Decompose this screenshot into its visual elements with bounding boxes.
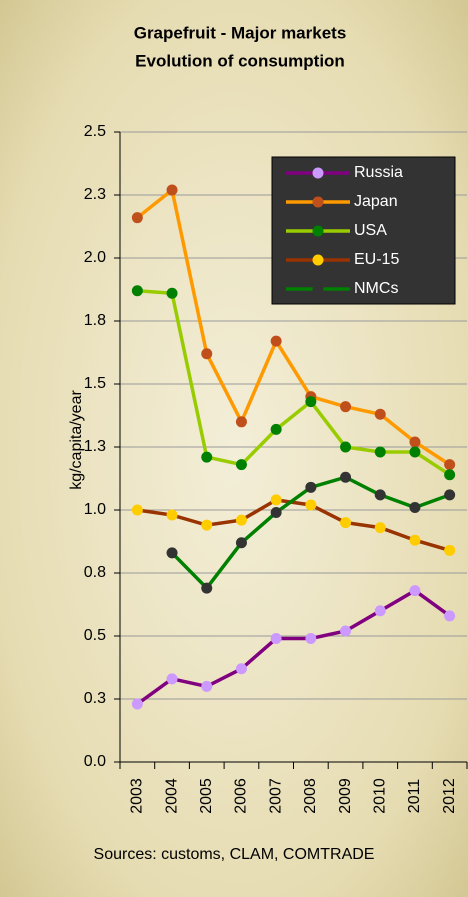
y-tick-label: 2.5 bbox=[84, 123, 106, 140]
series-marker bbox=[340, 471, 352, 483]
series-marker bbox=[409, 436, 421, 448]
series-line bbox=[137, 498, 451, 553]
series-marker bbox=[374, 605, 386, 617]
legend-label: USA bbox=[354, 222, 387, 239]
legend-label: EU-15 bbox=[354, 251, 399, 268]
series-marker bbox=[131, 504, 143, 516]
x-tick-label: 2007 bbox=[267, 778, 284, 814]
series-marker bbox=[270, 507, 282, 519]
series-marker bbox=[235, 416, 247, 428]
legend-marker bbox=[312, 225, 324, 237]
legend-marker bbox=[312, 254, 324, 266]
series-marker bbox=[374, 489, 386, 501]
series-marker bbox=[235, 663, 247, 675]
y-tick-label: 1.0 bbox=[84, 501, 106, 518]
legend-marker bbox=[312, 167, 324, 179]
series-marker bbox=[270, 494, 282, 506]
series-marker bbox=[305, 633, 317, 645]
series-marker bbox=[166, 287, 178, 299]
series-marker bbox=[201, 348, 213, 360]
series-marker bbox=[201, 451, 213, 463]
y-axis-label: kg/capita/year bbox=[68, 390, 85, 490]
series-marker bbox=[166, 509, 178, 521]
x-tick-label: 2005 bbox=[198, 778, 215, 814]
y-tick-label: 1.8 bbox=[84, 312, 106, 329]
series-marker bbox=[305, 396, 317, 408]
series-marker bbox=[444, 459, 456, 471]
x-tick-label: 2011 bbox=[406, 779, 423, 814]
y-tick-label: 0.3 bbox=[84, 690, 106, 707]
y-tick-label: 2.0 bbox=[84, 249, 106, 266]
series-marker bbox=[235, 537, 247, 549]
y-tick-label: 2.3 bbox=[84, 186, 106, 203]
series-marker bbox=[409, 501, 421, 513]
y-tick-label: 0.0 bbox=[84, 753, 106, 770]
y-tick-label: 1.3 bbox=[84, 438, 106, 455]
series-marker bbox=[444, 489, 456, 501]
series-line bbox=[137, 289, 451, 477]
series-marker bbox=[409, 446, 421, 458]
legend-label: NMCs bbox=[354, 280, 398, 297]
x-tick-label: 2003 bbox=[129, 778, 146, 814]
x-tick-label: 2006 bbox=[233, 778, 250, 814]
legend-box bbox=[271, 156, 456, 305]
series-marker bbox=[340, 517, 352, 529]
series-marker bbox=[409, 534, 421, 546]
series-marker bbox=[166, 673, 178, 685]
y-tick-label: 0.5 bbox=[84, 627, 106, 644]
series-marker bbox=[201, 680, 213, 692]
chart-title: Grapefruit - Major markets bbox=[134, 23, 347, 42]
legend-marker bbox=[312, 283, 324, 295]
series-marker bbox=[374, 522, 386, 534]
series-marker bbox=[340, 401, 352, 413]
x-tick-label: 2004 bbox=[163, 778, 180, 814]
y-tick-label: 1.5 bbox=[84, 375, 106, 392]
chart-subtitle: Evolution of consumption bbox=[135, 51, 345, 70]
series-marker bbox=[201, 582, 213, 594]
series-line bbox=[136, 588, 451, 706]
x-tick-label: 2012 bbox=[441, 778, 458, 814]
series-marker bbox=[444, 469, 456, 481]
series-marker bbox=[305, 481, 317, 493]
series-marker bbox=[166, 547, 178, 559]
series-marker bbox=[444, 610, 456, 622]
series-marker bbox=[270, 633, 282, 645]
series-marker bbox=[131, 285, 143, 297]
legend-label: Japan bbox=[354, 193, 398, 210]
series-marker bbox=[340, 441, 352, 453]
series-marker bbox=[131, 698, 143, 710]
series-marker bbox=[374, 408, 386, 420]
x-tick-label: 2010 bbox=[371, 778, 388, 814]
y-tick-label: 0.8 bbox=[84, 564, 106, 581]
series-marker bbox=[270, 423, 282, 435]
x-tick-label: 2008 bbox=[302, 778, 319, 814]
series-line bbox=[136, 186, 451, 467]
x-tick-label: 2009 bbox=[337, 778, 354, 814]
legend-label: Russia bbox=[354, 164, 403, 181]
series-marker bbox=[235, 514, 247, 526]
series-marker bbox=[444, 544, 456, 556]
series-marker bbox=[409, 585, 421, 597]
series-marker bbox=[201, 519, 213, 531]
series-marker bbox=[305, 499, 317, 511]
series-marker bbox=[166, 184, 178, 196]
series-marker bbox=[131, 212, 143, 224]
legend-marker bbox=[312, 196, 324, 208]
series-marker bbox=[374, 446, 386, 458]
series-marker bbox=[340, 625, 352, 637]
source-note: Sources: customs, CLAM, COMTRADE bbox=[94, 846, 375, 863]
series-marker bbox=[270, 335, 282, 347]
series-marker bbox=[235, 459, 247, 471]
